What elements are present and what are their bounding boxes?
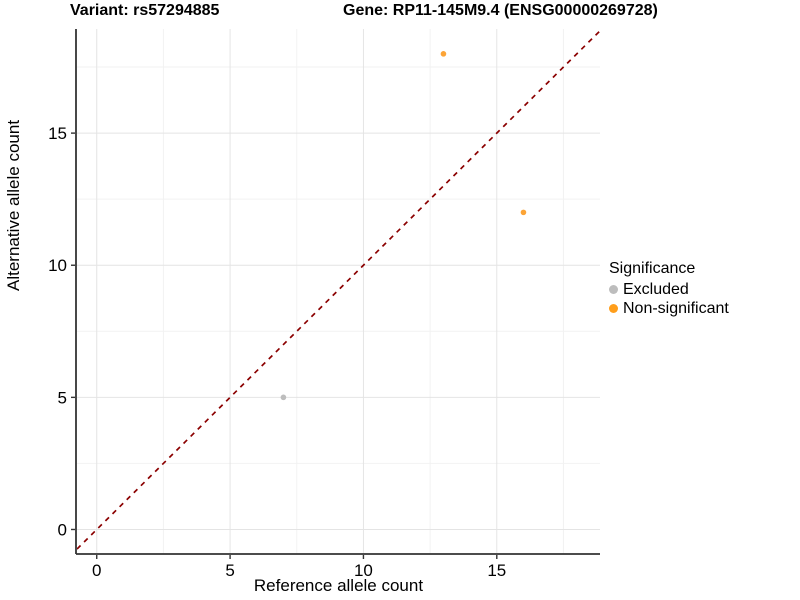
data-point-excluded bbox=[280, 394, 287, 401]
legend-item-label: Excluded bbox=[623, 281, 689, 298]
legend-dot-icon bbox=[609, 304, 618, 313]
x-tick-label: 0 bbox=[92, 561, 101, 580]
x-tick-label: 10 bbox=[354, 561, 373, 580]
x-tick-label: 15 bbox=[487, 561, 506, 580]
x-axis-title: Reference allele count bbox=[253, 576, 424, 595]
legend-item-label: Non-significant bbox=[623, 300, 729, 317]
legend-dot-icon bbox=[609, 285, 618, 294]
legend: Significance Excluded Non-significant bbox=[609, 259, 729, 318]
variant-title: Variant: rs57294885 bbox=[70, 2, 220, 19]
identity-line bbox=[77, 30, 600, 550]
data-point-non-significant bbox=[520, 209, 527, 216]
legend-title: Significance bbox=[609, 260, 696, 277]
x-tick-label: 5 bbox=[225, 561, 234, 580]
y-tick-label: 10 bbox=[48, 256, 67, 275]
gene-title: Gene: RP11-145M9.4 (ENSG00000269728) bbox=[343, 2, 658, 19]
y-tick-label: 0 bbox=[58, 520, 67, 539]
y-tick-label: 15 bbox=[48, 124, 67, 143]
y-axis-title: Alternative allele count bbox=[4, 119, 23, 291]
legend-item-excluded: Excluded bbox=[609, 280, 729, 299]
legend-item-non-significant: Non-significant bbox=[609, 299, 729, 318]
y-tick-label: 5 bbox=[58, 388, 67, 407]
data-point-non-significant bbox=[440, 51, 447, 57]
